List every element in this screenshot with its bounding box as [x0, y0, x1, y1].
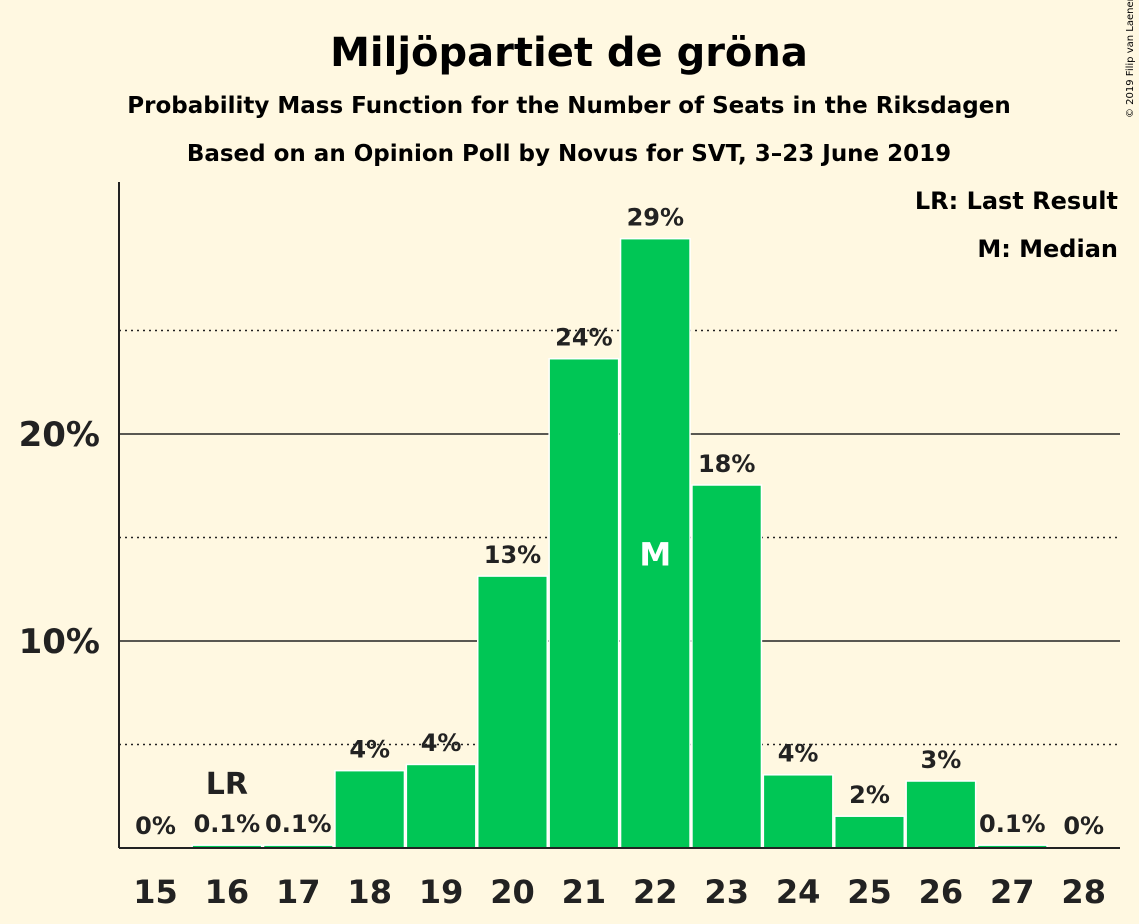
x-tick-label: 27	[990, 873, 1035, 911]
x-tick-label: 20	[490, 873, 535, 911]
x-tick-label: 15	[133, 873, 178, 911]
bar-value-label: 4%	[421, 729, 462, 757]
x-tick-label: 21	[562, 873, 607, 911]
bar-value-label: 13%	[484, 541, 541, 569]
bar-value-label: 18%	[698, 450, 755, 478]
bar	[192, 845, 261, 848]
x-tick-label: 28	[1061, 873, 1106, 911]
x-tick-label: 25	[847, 873, 892, 911]
chart-title: Miljöpartiet de gröna	[330, 30, 808, 76]
chart-source: Based on an Opinion Poll by Novus for SV…	[187, 141, 951, 167]
x-tick-label: 22	[633, 873, 678, 911]
bar	[978, 845, 1047, 848]
x-tick-label: 18	[347, 873, 392, 911]
bar-value-label: 24%	[555, 323, 612, 351]
legend-last-result: LR: Last Result	[915, 187, 1118, 215]
median-marker: M	[639, 536, 671, 574]
x-axis-ticks: 15 16 17 18 19 20 21 22 23 24 25 26 27 28	[133, 873, 1106, 911]
bar	[478, 576, 547, 848]
bar-value-label: 0%	[1063, 812, 1104, 840]
bar	[906, 781, 975, 848]
y-tick-label: 10%	[19, 622, 100, 662]
bar	[764, 775, 833, 848]
bar	[549, 359, 618, 848]
bar	[407, 765, 476, 848]
copyright-text: © 2019 Filip van Laenen	[1125, 0, 1136, 118]
bar	[692, 485, 761, 848]
bars	[191, 237, 1048, 849]
x-tick-label: 16	[205, 873, 250, 911]
y-tick-label: 20%	[19, 415, 100, 455]
bar-value-label: 4%	[778, 740, 819, 768]
bar-value-label: 4%	[349, 735, 390, 763]
bar	[621, 239, 690, 849]
bar	[835, 816, 904, 848]
bar-value-label: 3%	[921, 746, 962, 774]
x-tick-label: 23	[704, 873, 749, 911]
bar	[264, 845, 333, 848]
y-axis-ticks: 10% 20%	[19, 415, 100, 662]
bar-value-label: 0.1%	[979, 810, 1046, 838]
last-result-marker: LR	[206, 767, 248, 802]
x-tick-label: 26	[919, 873, 964, 911]
value-labels: 0% 0.1% LR 0.1% 4% 4% 13% 24% 29% M 18% 4% 2% 3% 0.1% 0…	[135, 203, 1104, 840]
legend-median: M: Median	[977, 235, 1118, 263]
chart-subtitle: Probability Mass Function for the Number…	[127, 93, 1010, 119]
x-tick-label: 24	[776, 873, 821, 911]
bar-value-label: 0.1%	[194, 810, 261, 838]
x-tick-label: 19	[419, 873, 464, 911]
bar-value-label: 2%	[849, 781, 890, 809]
bar	[335, 771, 404, 848]
bar-value-label: 29%	[627, 203, 684, 231]
gridlines	[119, 329, 1120, 746]
bar-value-label: 0.1%	[265, 810, 332, 838]
x-tick-label: 17	[276, 873, 321, 911]
bar-value-label: 0%	[135, 812, 176, 840]
